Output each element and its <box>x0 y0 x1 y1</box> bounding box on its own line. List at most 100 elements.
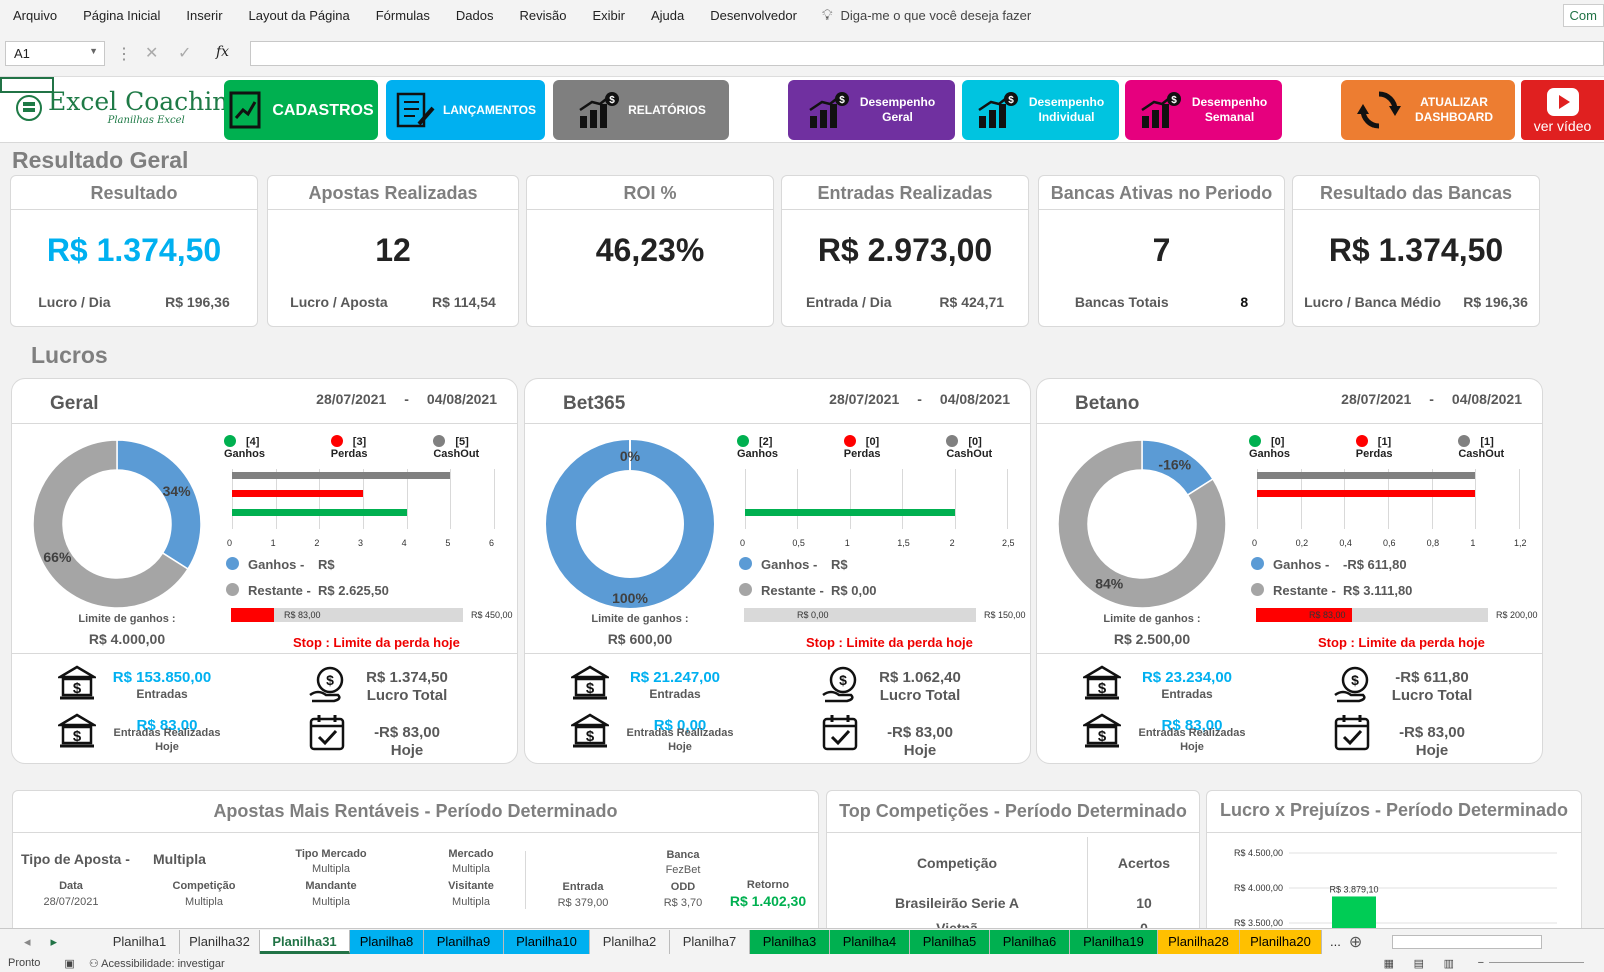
legend-dot <box>330 435 343 447</box>
zoom-out-icon[interactable]: − <box>1477 957 1484 969</box>
progress-current: R$ 0,00 <box>797 610 829 620</box>
sheet-tab[interactable]: Planilha31 <box>260 929 350 954</box>
kpi-footer: Lucro / Banca Médio R$ 196,36 <box>1293 294 1539 310</box>
donut-slice-restante <box>32 439 189 609</box>
visitante-value: Multipla <box>452 896 490 908</box>
sheet-tab[interactable]: Planilha7 <box>670 929 750 954</box>
menu-item[interactable]: Dados <box>455 8 494 23</box>
legend-dot <box>1355 435 1368 447</box>
sheet-tab[interactable]: Planilha19 <box>1070 929 1158 954</box>
function-icon[interactable]: fx <box>216 44 230 60</box>
divider <box>525 423 1030 424</box>
sheet-tab[interactable]: Planilha1 <box>100 929 180 954</box>
sheet-tab[interactable]: Planilha6 <box>990 929 1070 954</box>
name-box[interactable]: A1 ▼ <box>5 41 105 66</box>
retorno-value: R$ 1.402,30 <box>729 893 807 909</box>
relatorios-button[interactable]: $ RELATÓRIOS <box>553 80 729 140</box>
accessibility-status[interactable]: ⚇ Acessibilidade: investigar <box>89 957 225 970</box>
kpi-value: 12 <box>375 232 411 268</box>
menu-item[interactable]: Fórmulas <box>375 8 430 23</box>
axis-tick: 0 <box>227 538 233 548</box>
y-tick: R$ 4.500,00 <box>1234 848 1283 858</box>
axis-tick: 6 <box>489 538 495 548</box>
sheet-tab[interactable]: Planilha9 <box>424 929 504 954</box>
legend-dot <box>224 435 236 447</box>
ver-video-button[interactable]: ver vídeo <box>1521 80 1604 140</box>
enter-icon[interactable]: ✓ <box>178 45 192 62</box>
sheet-tab[interactable]: Planilha8 <box>350 929 424 954</box>
gridline <box>1257 469 1258 529</box>
legend-label: [2] Ganhos <box>737 436 778 460</box>
page-break-icon[interactable]: ▥ <box>1443 957 1454 970</box>
tab-next-icon[interactable]: ▸ <box>50 933 58 949</box>
menu-item[interactable]: Desenvolvedor <box>710 8 797 23</box>
legend-dot <box>843 435 856 447</box>
sheet-tab[interactable]: Planilha32 <box>180 929 260 954</box>
axis-tick: 1 <box>844 538 850 548</box>
zoom-slider[interactable] <box>1489 962 1584 963</box>
lancamentos-label: LANÇAMENTOS <box>442 102 537 117</box>
legend-label: [0] CashOut <box>946 436 993 460</box>
kpi-title: Apostas Realizadas <box>268 176 518 210</box>
menu-item[interactable]: Layout da Página <box>248 8 350 23</box>
axis-tick: 1 <box>1470 538 1476 548</box>
gridline <box>1344 469 1346 529</box>
sheet-tab[interactable]: Planilha4 <box>830 929 910 954</box>
entradas-hoje-value: R$ 83,00 <box>136 717 198 734</box>
bank-icon: $ <box>58 665 96 700</box>
atualizar-dashboard-button[interactable]: ATUALIZAR DASHBOARD <box>1341 80 1515 140</box>
sheet-tab[interactable]: Planilha2 <box>590 929 670 954</box>
formula-input[interactable] <box>250 41 1604 66</box>
progress-max: R$ 200,00 <box>1496 610 1538 620</box>
tab-prev-icon[interactable]: ◂ <box>24 933 31 949</box>
macro-icon[interactable]: ▣ <box>64 957 75 970</box>
sheet-tab[interactable]: Planilha20 <box>1240 929 1322 954</box>
sheet-tab[interactable]: Planilha5 <box>910 929 990 954</box>
desempenho-geral-button[interactable]: $ Desempenho Geral <box>788 80 955 140</box>
more-tabs[interactable]: ... <box>1330 934 1341 949</box>
menu-item[interactable]: Exibir <box>592 8 625 23</box>
menu-item[interactable]: Arquivo <box>13 8 58 23</box>
normal-view-icon[interactable]: ▦ <box>1383 957 1394 970</box>
kpi-title: ROI % <box>527 176 773 210</box>
table-row: Brasileirão Serie A <box>895 895 1019 911</box>
axis-tick: 4 <box>401 538 407 548</box>
page-layout-icon[interactable]: ▤ <box>1413 957 1424 970</box>
sheet-tab[interactable]: Planilha28 <box>1158 929 1240 954</box>
svg-text:$: $ <box>73 728 82 745</box>
svg-text:$: $ <box>586 680 595 697</box>
desempenho-semanal-button[interactable]: $ Desempenho Semanal <box>1125 80 1282 140</box>
lancamentos-button[interactable]: LANÇAMENTOS <box>386 80 545 140</box>
selected-cell[interactable] <box>0 77 54 93</box>
lucro-prejuizo-card: Lucro x Prejuízos - Período Determinado … <box>1206 790 1582 928</box>
gridline <box>232 469 233 529</box>
donut-label: 84% <box>1095 576 1124 592</box>
calendar-check-icon <box>309 715 345 751</box>
add-sheet-icon[interactable]: ⊕ <box>1348 933 1363 951</box>
tipo-mercado-label: Tipo Mercado <box>295 848 367 860</box>
menu-item[interactable]: Ajuda <box>650 8 685 23</box>
horizontal-scrollbar[interactable] <box>1392 934 1543 949</box>
gridline <box>363 469 364 529</box>
apostas-title: Apostas Mais Rentáveis - Período Determi… <box>13 791 818 833</box>
cadastros-button[interactable]: CADASTROS <box>224 80 378 140</box>
date-end: 04/08/2021 <box>939 391 1010 407</box>
hoje-label: Hoje <box>1180 741 1204 753</box>
sheet-tab[interactable]: Planilha3 <box>750 929 830 954</box>
cancel-icon[interactable]: ✕ <box>145 45 159 62</box>
tell-me[interactable]: 💡︎ Diga-me o que você deseja fazer <box>822 7 1031 24</box>
more-icon: ⋮ <box>116 46 132 63</box>
lucro-total-label: Lucro Total <box>1391 687 1473 704</box>
bank-icon: $ <box>571 665 609 700</box>
svg-text:$: $ <box>839 672 847 688</box>
menu-item[interactable]: Página Inicial <box>83 8 161 23</box>
share-button[interactable]: Com <box>1562 4 1604 27</box>
bank-icon: $ <box>1083 665 1121 700</box>
legend-item: [1] Perdas <box>1355 435 1431 460</box>
desempenho-individual-button[interactable]: $ Desempenho Individual <box>962 80 1119 140</box>
sheet-tab[interactable]: Planilha10 <box>504 929 590 954</box>
share-label: Com <box>1569 8 1597 23</box>
menu-item[interactable]: Revisão <box>519 8 567 23</box>
lucro-prejuizo-title: Lucro x Prejuízos - Período Determinado <box>1207 791 1581 833</box>
menu-item[interactable]: Inserir <box>186 8 223 23</box>
